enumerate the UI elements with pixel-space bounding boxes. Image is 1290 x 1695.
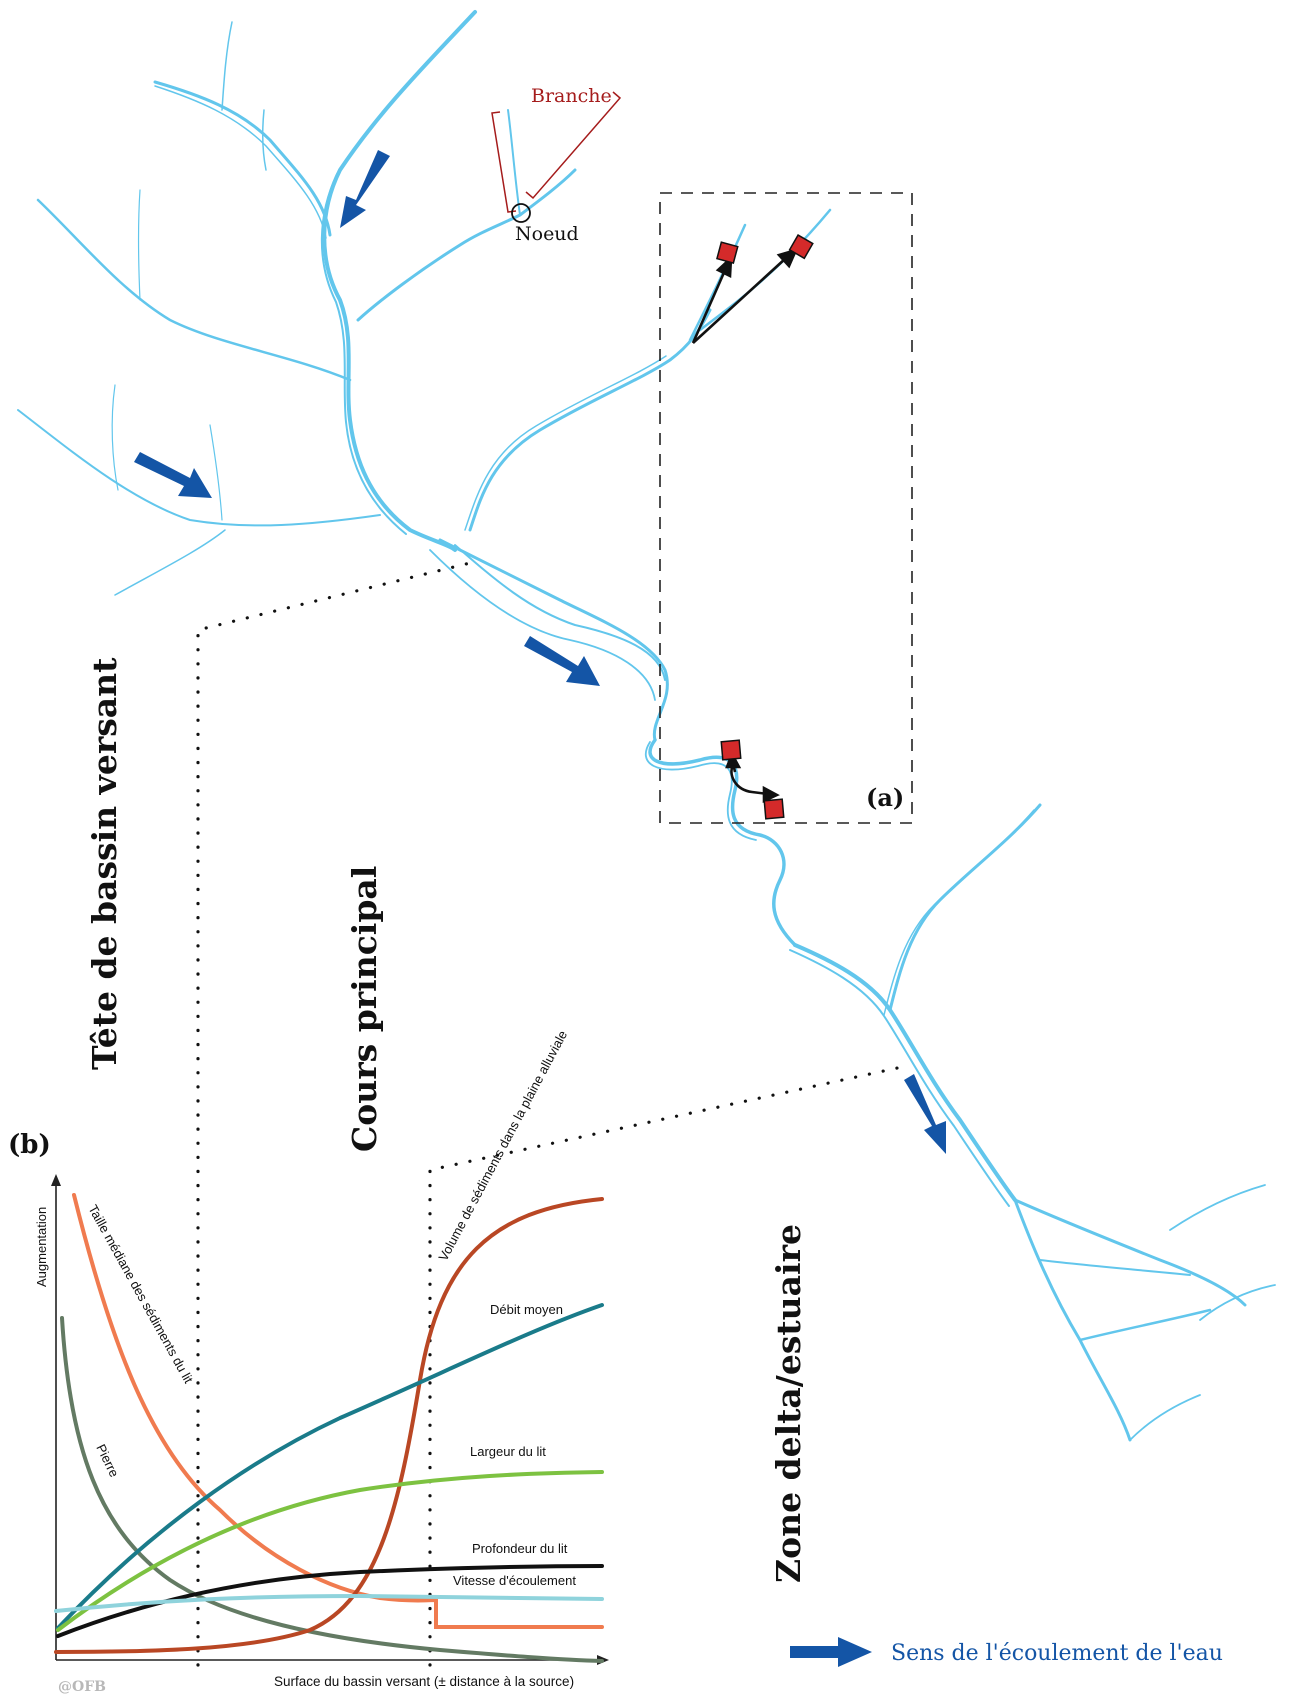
river-delta-fan-5 — [1169, 1184, 1266, 1231]
divider-cours-delta — [428, 1065, 904, 1667]
arrowhead-icon — [715, 254, 733, 279]
panel-a-label: (a) — [866, 783, 904, 812]
curve-vitesse — [54, 1593, 604, 1613]
curve-debit-moyen — [56, 1303, 604, 1630]
segment-marker-square — [763, 798, 785, 820]
river-branch-ne-b — [464, 355, 667, 531]
river-braid-1 — [438, 538, 669, 742]
curve-profondeur-lit — [56, 1564, 604, 1638]
river-branch-ne-1 — [688, 223, 747, 342]
curve-taille-mediane — [72, 1193, 604, 1629]
arrowhead-icon — [725, 750, 742, 769]
series-label-profondeur-lit: Profondeur du lit — [472, 1541, 568, 1556]
arrowhead-icon — [776, 247, 799, 269]
river-braid-2 — [454, 544, 666, 681]
river-delta-fan-1 — [1013, 1198, 1132, 1442]
noeud-label: Noeud — [515, 223, 579, 245]
segment-arrow-2 — [692, 257, 787, 344]
curve-volume-sediments — [54, 1197, 604, 1654]
river-branch-n2 — [261, 109, 267, 171]
segment-arrow-1 — [691, 267, 728, 344]
divider-tete-cours — [196, 561, 472, 1667]
river-delta-fan-2 — [1013, 1198, 1247, 1307]
branche-bracket-right — [525, 91, 622, 200]
curve-largeur-lit — [56, 1470, 604, 1632]
river-network — [17, 10, 1276, 1442]
river-delta-fan-7 — [1129, 1394, 1201, 1441]
river-branch-n1 — [221, 21, 233, 111]
river-branch-sw — [114, 529, 226, 596]
river-branch-noeud-up — [507, 109, 521, 216]
zone-dividers — [196, 561, 904, 1667]
segment-marker-square — [788, 234, 814, 260]
flow-arrow-icon — [340, 150, 390, 228]
river-lower-b — [789, 949, 1010, 1207]
noeud-circle — [511, 203, 531, 223]
curve-pierre — [60, 1316, 604, 1663]
panel-b-label: (b) — [8, 1130, 51, 1160]
river-delta-fan-3 — [1078, 1308, 1212, 1342]
zone-label-delta: Zone delta/estuaire — [769, 1224, 808, 1583]
segment-marker-square — [720, 739, 742, 761]
series-label-pierre: Pierre — [93, 1442, 122, 1480]
river-delta-fan-6 — [1199, 1284, 1276, 1321]
panel-b-chart: (b) Augmentation Surface du bassin versa… — [8, 1028, 609, 1695]
panel-a: (a) — [659, 192, 913, 824]
river-branch-noeud — [356, 168, 577, 322]
river-delta-fan-4 — [1039, 1259, 1191, 1276]
credit-label: @OFB — [58, 1679, 106, 1695]
river-delta-ne — [888, 803, 1042, 1012]
flow-arrow-icon — [904, 1074, 946, 1154]
river-main-upper-b — [320, 13, 473, 535]
x-axis-label: Surface du bassin versant (± distance à … — [274, 1674, 574, 1689]
river-delta-ne-b — [883, 809, 1035, 1016]
flow-arrows — [134, 150, 946, 1154]
river-branch-w1 — [36, 198, 352, 382]
legend-flow-label: Sens de l'écoulement de l'eau — [891, 1641, 1223, 1666]
river-branch-w1-b — [137, 189, 141, 301]
y-axis-arrow-icon — [51, 1174, 61, 1186]
zone-label-tete: Tête de bassin versant — [85, 657, 124, 1070]
river-branch-w2-c — [209, 424, 223, 521]
legend: Sens de l'écoulement de l'eau — [790, 1637, 1223, 1667]
flow-arrow-icon — [524, 636, 600, 686]
river-branch-w2-b — [111, 384, 119, 491]
series-label-debit-moyen: Débit moyen — [490, 1302, 563, 1317]
river-branch-w2 — [17, 409, 381, 527]
zone-label-cours: Cours principal — [345, 866, 384, 1152]
branche-bracket-left — [491, 111, 517, 213]
branche-label: Branche — [531, 85, 612, 107]
y-axis-label: Augmentation — [34, 1207, 49, 1287]
series-label-largeur-lit: Largeur du lit — [470, 1444, 546, 1459]
legend-flow-arrow-icon — [790, 1637, 872, 1667]
river-meander — [648, 738, 797, 947]
river-lower — [793, 943, 1017, 1202]
panel-a-frame — [659, 192, 913, 824]
river-branch-ne — [468, 308, 712, 532]
flow-arrow-icon — [134, 452, 212, 498]
segment-marker-square — [716, 241, 739, 264]
river-branch-nw — [153, 80, 332, 237]
arrowhead-icon — [762, 785, 780, 804]
river-branch-nw-b — [154, 85, 327, 239]
series-label-vitesse: Vitesse d'écoulement — [453, 1573, 576, 1588]
river-braid-3 — [429, 549, 656, 701]
noeud-branche-annotation: Branche Noeud — [491, 85, 622, 245]
